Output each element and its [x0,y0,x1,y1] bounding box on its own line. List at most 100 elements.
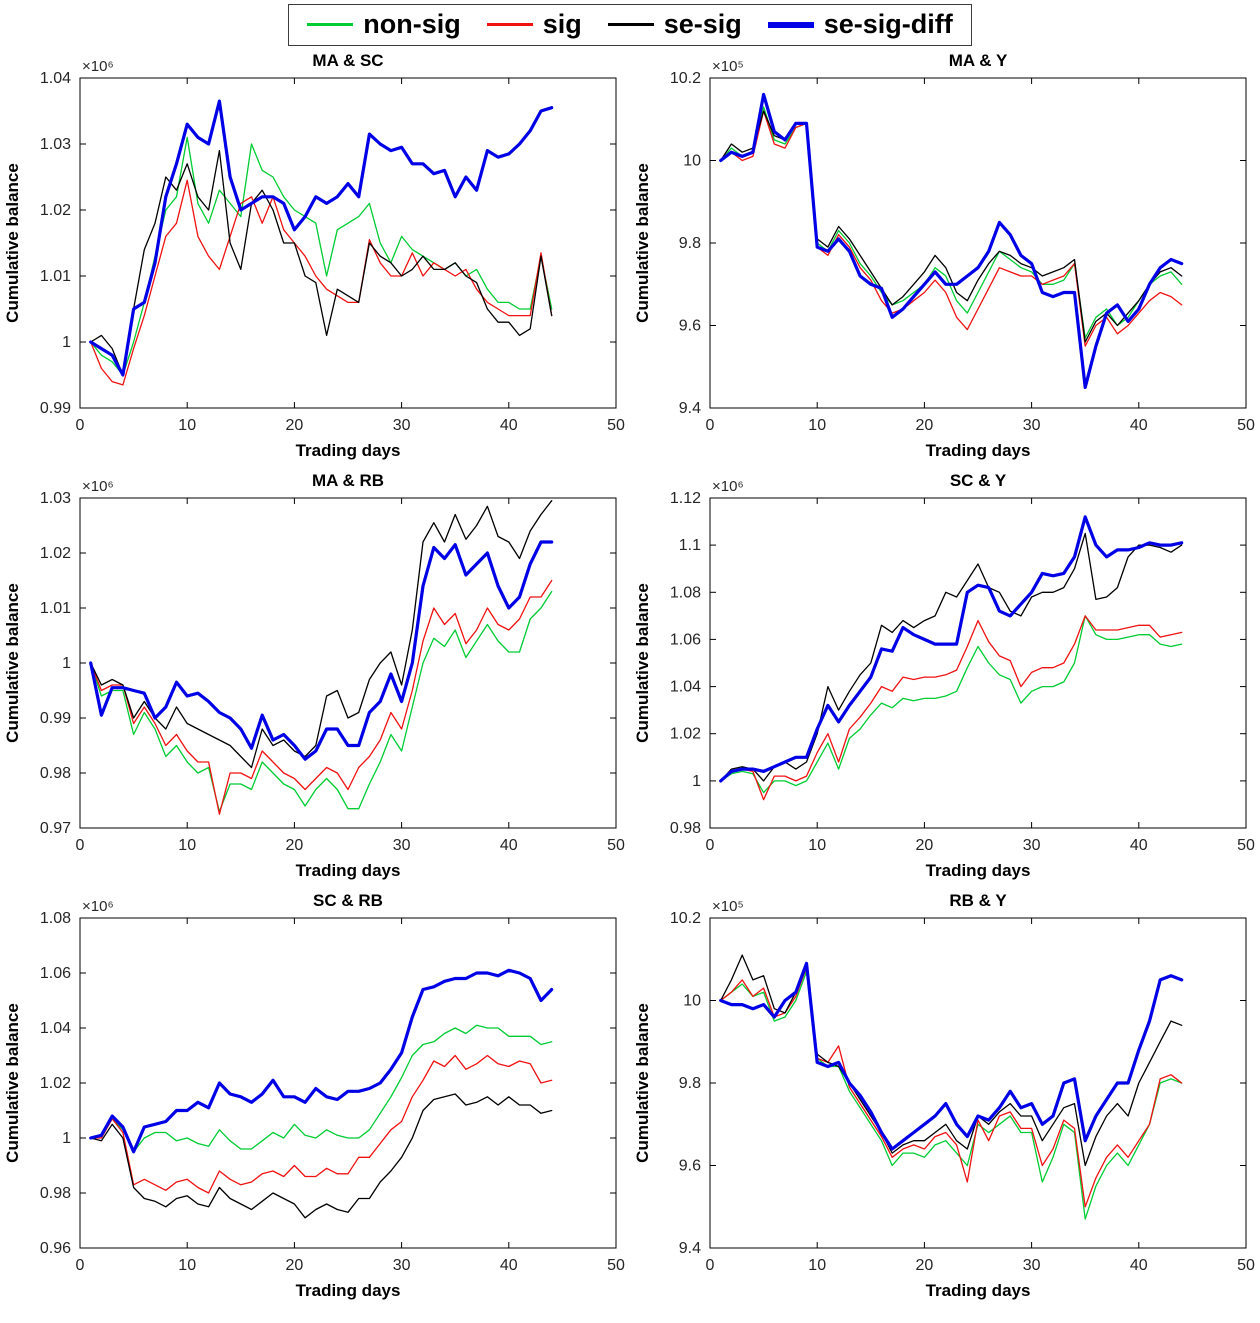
x-tick-label: 10 [178,1257,196,1274]
y-exponent-label: ×10⁵ [712,58,744,75]
series-line-non-sig [720,614,1183,793]
series-line-se-sig-diff [719,961,1184,1151]
series-line-se-sig-diff [89,968,554,1154]
x-tick-label: 0 [76,417,85,434]
y-tick-label: 9.8 [679,1075,701,1092]
chart-title: SC & RB [313,891,383,910]
series-line-se-sig-diff [719,514,1184,783]
chart-ma-y: 0 10 20 30 40 50 9.4 9.6 9.8 10 10.2 MA & Y ×10⁵ Trad… [630,48,1260,468]
x-tick-label: 10 [808,1257,826,1274]
y-tick-label: 1.03 [40,490,71,507]
legend-item-non-sig: non-sig [307,9,461,40]
x-tick-label: 50 [1237,417,1255,434]
y-tick-label: 1.02 [40,1075,71,1092]
x-tick-label: 30 [393,837,411,854]
y-tick-label: 10 [683,152,701,169]
y-exponent-label: ×10⁶ [712,478,744,495]
y-tick-label: 0.97 [40,820,71,837]
chart-rb-y: 0 10 20 30 40 50 9.4 9.6 9.8 10 10.2 RB & Y ×10⁵ Trad… [630,888,1260,1308]
chart-svg: 0 10 20 30 40 50 0.97 0.98 0.99 1 1.01 1.02 1.03 MA &… [3,471,625,880]
x-tick-label: 40 [1130,417,1148,434]
chart-svg: 0 10 20 30 40 50 0.99 1 1.01 1.02 1.03 1.04 MA & SC ×… [3,51,625,460]
series-line-sig [90,579,553,815]
series-line-se-sig [720,532,1183,782]
x-axis-label: Trading days [296,1281,401,1300]
chart-title: MA & SC [312,51,383,70]
chart-title: RB & Y [949,891,1007,910]
y-axis-label: Cumulative balance [3,583,22,743]
series-line-sig [90,179,553,386]
y-tick-label: 1.02 [40,202,71,219]
y-exponent-label: ×10⁶ [82,58,114,75]
y-tick-label: 1.06 [670,631,701,648]
x-tick-label: 20 [916,1257,934,1274]
chart-sc-rb: 0 10 20 30 40 50 0.96 0.98 1 1.02 1.04 1.06 1.08 SC &… [0,888,630,1308]
x-axis-label: Trading days [296,441,401,460]
y-tick-label: 0.99 [40,400,71,417]
x-tick-label: 10 [178,837,196,854]
legend-label-se-sig: se-sig [663,9,742,39]
y-tick-label: 9.6 [679,317,701,334]
x-axis-label: Trading days [296,861,401,880]
legend-line-icon-se-sig-diff [767,21,814,28]
y-tick-label: 1.04 [40,70,71,87]
series-line-non-sig [90,136,553,376]
x-tick-label: 50 [607,837,625,854]
y-tick-label: 9.4 [679,1240,701,1257]
y-tick-label: 1 [62,1130,71,1147]
y-tick-label: 0.99 [40,710,71,727]
y-tick-label: 1.01 [40,268,71,285]
series-line-non-sig [90,1024,553,1153]
series-line-se-sig [90,499,553,768]
series-line-se-sig-diff [89,99,554,377]
x-tick-label: 50 [607,1257,625,1274]
y-axis-label: Cumulative balance [3,163,22,323]
x-tick-label: 20 [286,1257,304,1274]
axes-box [79,497,617,829]
series-line-se-sig-diff [89,540,554,761]
y-tick-label: 1 [62,334,71,351]
y-tick-label: 0.98 [670,820,701,837]
x-tick-label: 0 [706,417,715,434]
legend-item-sig: sig [486,9,582,40]
legend: non-sig sig se-sig se-sig-diff [288,4,972,46]
chart-svg: 0 10 20 30 40 50 0.96 0.98 1 1.02 1.04 1.06 1.08 SC &… [3,891,625,1300]
y-axis-label: Cumulative balance [633,163,652,323]
charts-grid: 0 10 20 30 40 50 0.99 1 1.01 1.02 1.03 1.04 MA & SC ×… [0,48,1260,1308]
x-tick-label: 40 [500,837,518,854]
legend-line-icon-non-sig [307,23,354,27]
y-tick-label: 1 [62,655,71,672]
x-tick-label: 30 [393,1257,411,1274]
y-tick-label: 1.12 [670,490,701,507]
axes-box [79,77,617,409]
axes-box [709,917,1247,1249]
x-tick-label: 40 [1130,837,1148,854]
y-tick-label: 1.03 [40,136,71,153]
series-line-non-sig [720,970,1183,1220]
y-tick-label: 9.4 [679,400,701,417]
y-tick-label: 1.04 [40,1020,71,1037]
y-tick-label: 1.02 [670,725,701,742]
y-tick-label: 1.02 [40,545,71,562]
x-tick-label: 30 [393,417,411,434]
series-line-sig [90,1054,553,1194]
chart-ma-rb: 0 10 20 30 40 50 0.97 0.98 0.99 1 1.01 1.02 1.03 MA &… [0,468,630,888]
x-tick-label: 20 [916,417,934,434]
x-tick-label: 50 [1237,1257,1255,1274]
x-tick-label: 0 [76,837,85,854]
x-tick-label: 10 [808,837,826,854]
y-tick-label: 1.04 [670,678,701,695]
y-axis-label: Cumulative balance [3,1003,22,1163]
chart-title: MA & RB [312,471,384,490]
chart-sc-y: 0 10 20 30 40 50 0.98 1 1.02 1.04 1.06 1.08 1.1 1.12 S… [630,468,1260,888]
y-tick-label: 10 [683,992,701,1009]
legend-label-se-sig-diff: se-sig-diff [823,9,953,39]
x-tick-label: 10 [808,417,826,434]
legend-label-sig: sig [542,9,582,39]
x-tick-label: 20 [286,417,304,434]
y-tick-label: 1.06 [40,965,71,982]
x-tick-label: 10 [178,417,196,434]
x-axis-label: Trading days [926,441,1031,460]
y-exponent-label: ×10⁵ [712,898,744,915]
